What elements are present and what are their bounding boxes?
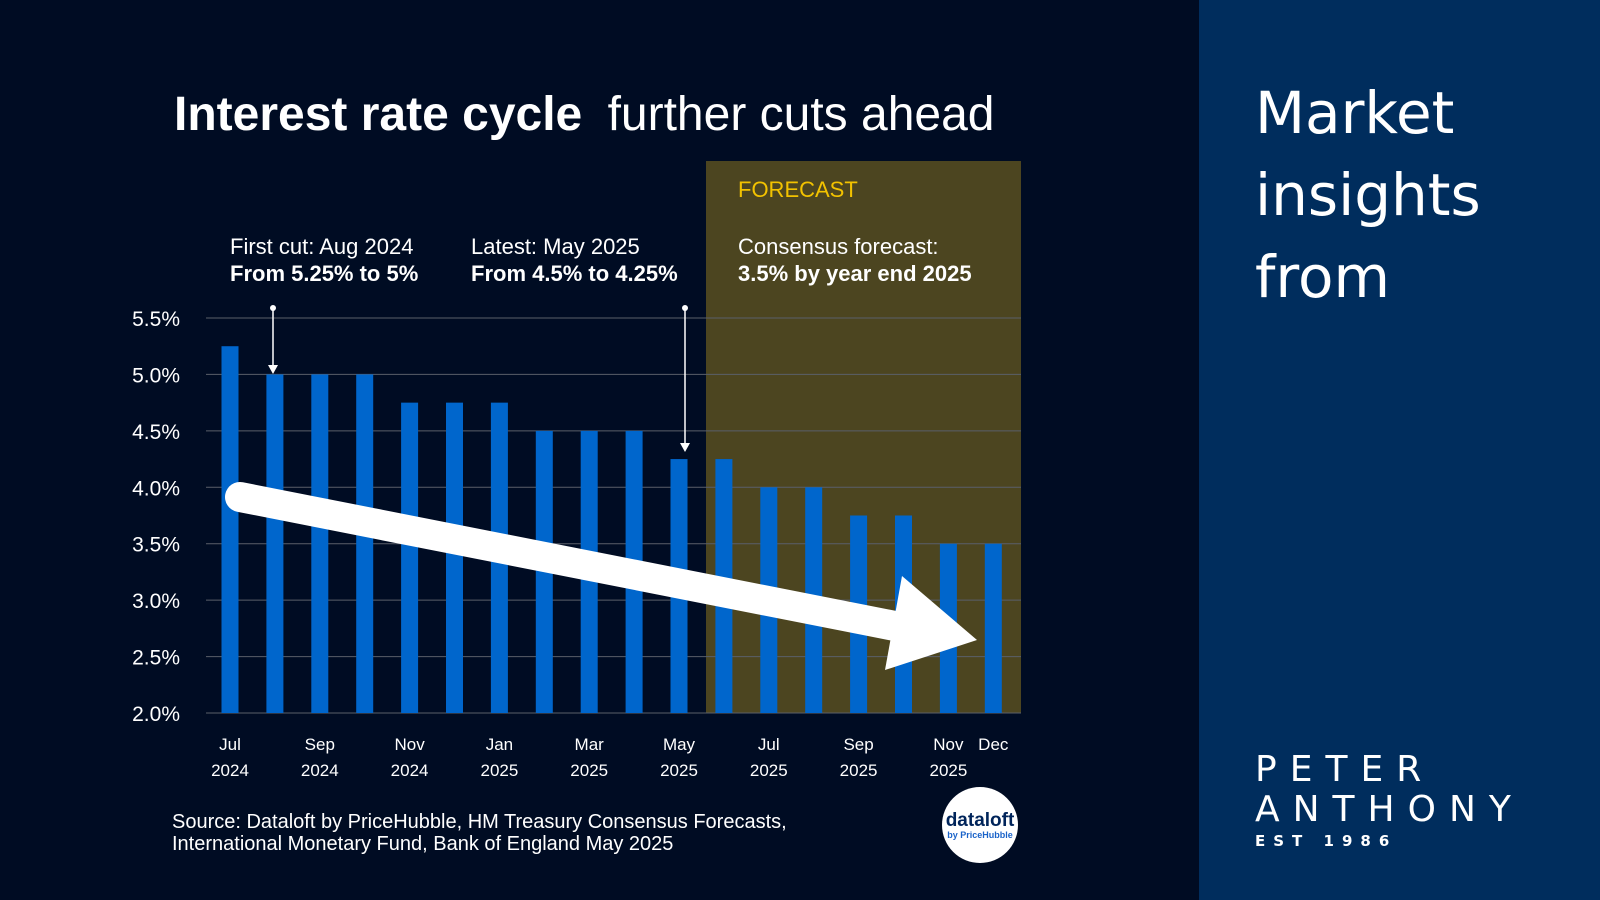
y-tick-label: 3.0% <box>132 590 180 613</box>
side-heading: Market insights from <box>1255 72 1481 318</box>
first-cut-pointer <box>268 305 278 374</box>
badge-name: dataloft <box>946 810 1015 831</box>
x-tick-year: 2025 <box>750 761 788 780</box>
x-tick-month: Sep <box>305 735 335 754</box>
x-tick-year: 2024 <box>301 761 339 780</box>
annotation-latest-detail: From 4.5% to 4.25% <box>471 261 678 286</box>
y-tick-label: 2.0% <box>132 703 180 726</box>
x-tick-month: Dec <box>978 735 1009 754</box>
bar <box>311 374 329 713</box>
annotation-latest-title: Latest: May 2025 <box>471 234 640 259</box>
y-tick-label: 2.5% <box>132 647 180 670</box>
side-heading-line-1: Market <box>1255 79 1455 147</box>
peter-anthony-logo: PETER ANTHONY EST 1986 <box>1255 749 1524 851</box>
annotation-first-cut-detail: From 5.25% to 5% <box>230 261 418 286</box>
x-tick-month: Nov <box>933 735 964 754</box>
badge-circle <box>942 787 1018 863</box>
badge-sub: by PriceHubble <box>947 830 1013 840</box>
x-tick-month: Nov <box>394 735 425 754</box>
annotation-forecast-detail: 3.5% by year end 2025 <box>738 261 972 286</box>
source-line-2: International Monetary Fund, Bank of Eng… <box>172 833 673 855</box>
logo-line-2: ANTHONY <box>1255 789 1524 830</box>
y-tick-label: 4.5% <box>132 421 180 444</box>
gridlines <box>206 317 1021 714</box>
title-bold: Interest rate cycle <box>174 88 582 141</box>
x-tick-month: Jul <box>758 735 780 754</box>
chart-title: Interest rate cycle further cuts ahead <box>174 88 994 141</box>
bar <box>984 543 1002 713</box>
logo-line-1: PETER <box>1255 749 1435 790</box>
bar <box>221 346 239 713</box>
x-tick-month: Jan <box>486 735 513 754</box>
side-heading-line-2: insights <box>1255 161 1481 229</box>
x-tick-year: 2025 <box>660 761 698 780</box>
x-tick-year: 2025 <box>480 761 518 780</box>
logo-line-3: EST 1986 <box>1255 832 1398 850</box>
y-tick-label: 5.0% <box>132 364 180 387</box>
bar <box>446 402 463 713</box>
side-panel: Market insights from PETER ANTHONY EST 1… <box>1199 0 1600 900</box>
x-axis: Jul 2024 Sep 2024 Nov 2024 Jan 2025 Mar 2025 May 20… <box>211 735 1009 780</box>
annotation-first-cut-title: First cut: Aug 2024 <box>230 234 413 259</box>
y-tick-label: 5.5% <box>132 308 180 331</box>
side-heading-line-3: from <box>1255 243 1390 311</box>
bar <box>356 374 374 713</box>
title-regular: further cuts ahead <box>608 88 995 141</box>
x-tick-year: 2024 <box>211 761 249 780</box>
x-tick-month: Sep <box>843 735 873 754</box>
source-line-1: Source: Dataloft by PriceHubble, HM Trea… <box>172 811 787 833</box>
bars <box>221 346 1002 713</box>
x-tick-year: 2024 <box>391 761 429 780</box>
x-tick-year: 2025 <box>929 761 967 780</box>
chart: Interest rate cycle further cuts ahead F… <box>132 88 1021 863</box>
x-tick-year: 2025 <box>570 761 608 780</box>
y-tick-label: 4.0% <box>132 477 180 500</box>
dataloft-badge: dataloft by PriceHubble <box>942 787 1018 863</box>
bar <box>266 374 284 713</box>
forecast-label: FORECAST <box>738 177 858 202</box>
x-tick-year: 2025 <box>840 761 878 780</box>
x-tick-month: Jul <box>219 735 241 754</box>
bar <box>401 402 419 713</box>
y-axis: 5.5% 5.0% 4.5% 4.0% 3.5% 3.0% 2.5% 2.0% <box>132 308 180 726</box>
annotation-forecast-title: Consensus forecast: <box>738 234 939 259</box>
trend-arrow <box>225 482 977 670</box>
x-tick-month: May <box>663 735 696 754</box>
x-tick-month: Mar <box>575 735 605 754</box>
y-tick-label: 3.5% <box>132 534 180 557</box>
latest-pointer <box>680 305 690 452</box>
